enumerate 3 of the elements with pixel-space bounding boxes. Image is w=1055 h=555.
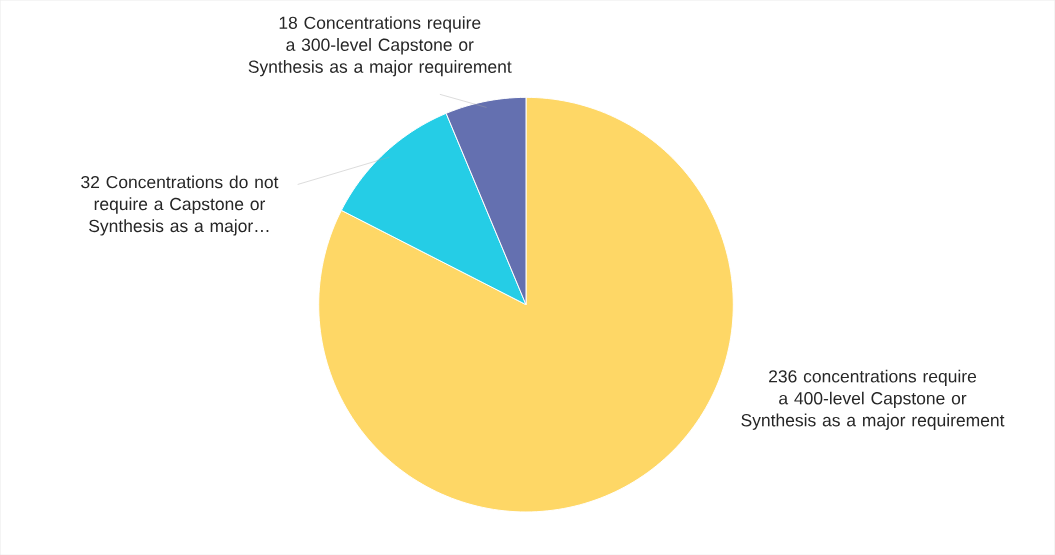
slice-label: 32 Concentrations do not require a Capstone or Synthesis as a major… bbox=[81, 175, 279, 236]
slice-label: 236 concentrations require a 400-level Capstone or Synthesis as a major requirement bbox=[741, 369, 1005, 430]
slice-label: 18 Concentrations require a 300-level Capstone or Synthesis as a major requirement bbox=[248, 16, 512, 77]
